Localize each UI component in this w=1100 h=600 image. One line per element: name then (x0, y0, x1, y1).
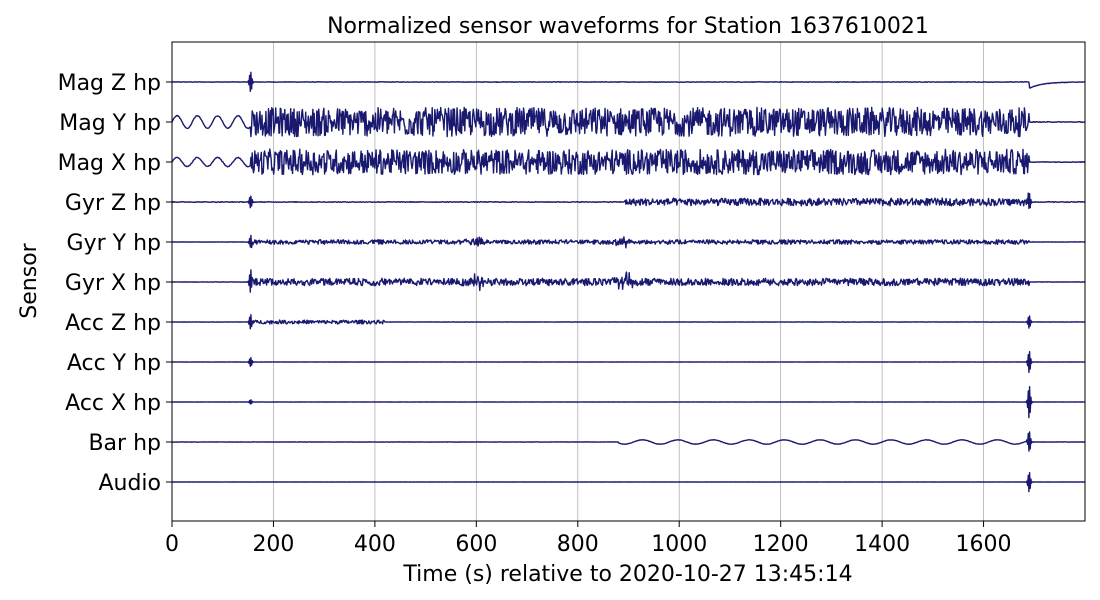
y-axis-label: Sensor (17, 242, 42, 318)
y-tick-label: Gyr Y hp (67, 231, 161, 256)
y-tick-label: Mag Y hp (59, 111, 161, 136)
y-tick-label: Acc Y hp (67, 351, 161, 376)
x-tick-label: 200 (252, 532, 294, 557)
trace-gyr-z-hp (171, 192, 1086, 210)
x-tick-label: 1000 (651, 532, 707, 557)
x-tick-labels: 0 200 400 600 800 1000 1200 1400 1600 (165, 521, 1012, 557)
trace-audio (171, 472, 1086, 493)
trace-mag-z-hp (171, 71, 1086, 93)
trace-acc-x-hp (171, 386, 1086, 419)
x-tick-label: 400 (354, 532, 396, 557)
x-tick-label: 1200 (753, 532, 809, 557)
y-tick-label: Acc X hp (65, 391, 161, 416)
y-tick-label: Mag Z hp (58, 71, 161, 96)
y-tick-label: Bar hp (88, 431, 161, 456)
trace-mag-x-hp (171, 148, 1086, 176)
y-tick-label: Acc Z hp (65, 311, 161, 336)
x-tick-label: 1400 (854, 532, 910, 557)
x-tick-label: 0 (165, 532, 179, 557)
x-tick-label: 1600 (956, 532, 1012, 557)
y-tick-label: Gyr Z hp (65, 191, 161, 216)
y-tick-label: Audio (98, 471, 161, 496)
trace-gyr-x-hp (171, 269, 1086, 293)
trace-acc-y-hp (171, 351, 1086, 374)
x-tick-label: 800 (557, 532, 599, 557)
trace-mag-y-hp (171, 106, 1086, 138)
sensor-traces (171, 71, 1086, 493)
trace-acc-z-hp (171, 314, 1086, 330)
y-tick-label: Gyr X hp (65, 271, 161, 296)
x-axis-label: Time (s) relative to 2020-10-27 13:45:14 (402, 562, 852, 587)
y-tick-labels: Mag Z hp Mag Y hp Mag X hp Gyr Z hp Gyr Y hp… (58, 71, 172, 496)
x-tick-label: 600 (455, 532, 497, 557)
trace-gyr-y-hp (171, 234, 1086, 249)
y-tick-label: Mag X hp (58, 151, 161, 176)
chart-title: Normalized sensor waveforms for Station … (327, 14, 929, 39)
trace-bar-hp (171, 431, 1086, 452)
